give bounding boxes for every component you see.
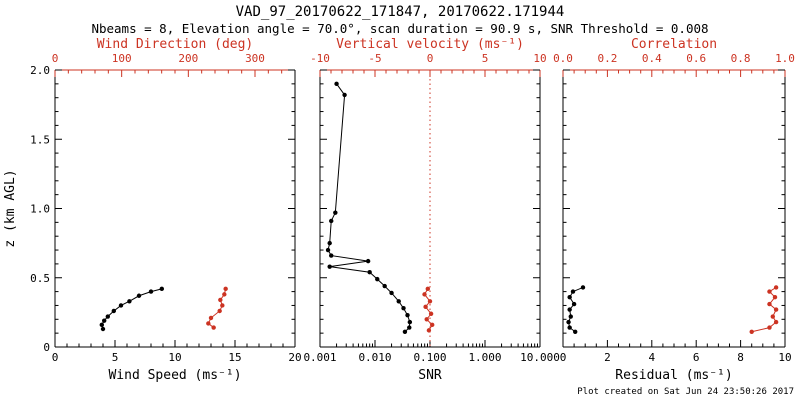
plot-title: VAD_97_20170622_171847, 20170622.171944 [235,4,565,20]
panel-residual: 0 2 4 6 8 10 0.0 0.2 0.4 0.6 0.8 1.0 Residual (ms⁻¹)… [553,37,795,383]
bottom-tick-label: 0.001 [303,351,336,364]
series-snr [325,81,413,334]
y-axis-label: z (km AGL) [3,169,18,247]
top-axis-ticks: 0 100 200 300 [52,52,283,77]
y-axis-ticks [563,69,785,348]
bottom-tick-label: 0 [52,351,59,364]
top-tick-label: 0 [52,52,59,65]
top-axis-ticks: -10 -5 0 5 10 [310,52,547,77]
series-wind-direction [206,286,228,330]
top-tick-label: 0.6 [686,52,706,65]
bottom-tick-label: 5 [112,351,119,364]
bottom-tick-label: 0.010 [358,351,391,364]
top-tick-label: -10 [310,52,330,65]
bottom-axis-ticks: 0.001 0.010 0.100 1.000 10.000 [303,340,560,364]
top-tick-label: -5 [368,52,381,65]
bottom-tick-label: 15 [228,351,241,364]
bottom-axis-ticks: 0 2 4 6 8 10 [560,340,792,364]
bottom-tick-label: 20 [288,351,301,364]
top-axis-label: Vertical velocity (ms⁻¹) [336,37,524,52]
top-tick-label: 0.8 [731,52,751,65]
y-tick-label: 1.5 [30,133,50,146]
bottom-axis-label: Residual (ms⁻¹) [615,368,732,383]
series-correlation [749,285,779,334]
top-tick-label: 300 [245,52,265,65]
top-axis-ticks: 0.0 0.2 0.4 0.6 0.8 1.0 [553,52,795,77]
top-tick-label: 1.0 [775,52,795,65]
bottom-tick-label: 4 [648,351,655,364]
bottom-tick-label: 0 [560,351,567,364]
bottom-tick-label: 10 [168,351,181,364]
y-tick-label: 0 [43,341,50,354]
bottom-axis-label: SNR [418,368,442,383]
bottom-tick-label: 8 [737,351,744,364]
top-axis-label: Correlation [631,37,717,52]
top-tick-label: 0.4 [642,52,662,65]
top-axis-label: Wind Direction (deg) [97,37,254,52]
top-tick-label: 0 [427,52,434,65]
bottom-axis-label: Wind Speed (ms⁻¹) [108,368,241,383]
panel-snr: 0.001 0.010 0.100 1.000 10.000 -10 -5 0 5 10 SNR Ve… [303,37,559,383]
y-axis-ticks [320,69,540,348]
bottom-tick-label: 2 [604,351,611,364]
y-tick-label: 2.0 [30,64,50,77]
top-tick-label: 100 [112,52,132,65]
plot-subtitle: Nbeams = 8, Elevation angle = 70.0°, sca… [91,21,709,36]
top-tick-label: 200 [178,52,198,65]
series-residual [566,285,586,334]
y-axis-ticks: 0 0.5 1.0 1.5 2.0 [30,64,295,354]
bottom-tick-label: 1.000 [468,351,501,364]
bottom-tick-label: 10 [778,351,791,364]
top-tick-label: 0.2 [597,52,617,65]
top-tick-label: 5 [482,52,489,65]
bottom-axis-ticks: 0 5 10 15 20 [52,340,302,364]
top-tick-label: 10 [533,52,546,65]
bottom-tick-label: 10.000 [520,351,560,364]
y-tick-label: 1.0 [30,203,50,216]
series-vertical-velocity [422,286,435,333]
bottom-tick-label: 0.100 [413,351,446,364]
y-tick-label: 0.5 [30,272,50,285]
plot-created-timestamp: Plot created on Sat Jun 24 23:50:26 2017 [577,387,794,397]
top-tick-label: 0.0 [553,52,573,65]
bottom-tick-label: 6 [693,351,700,364]
series-wind-speed [99,286,164,332]
